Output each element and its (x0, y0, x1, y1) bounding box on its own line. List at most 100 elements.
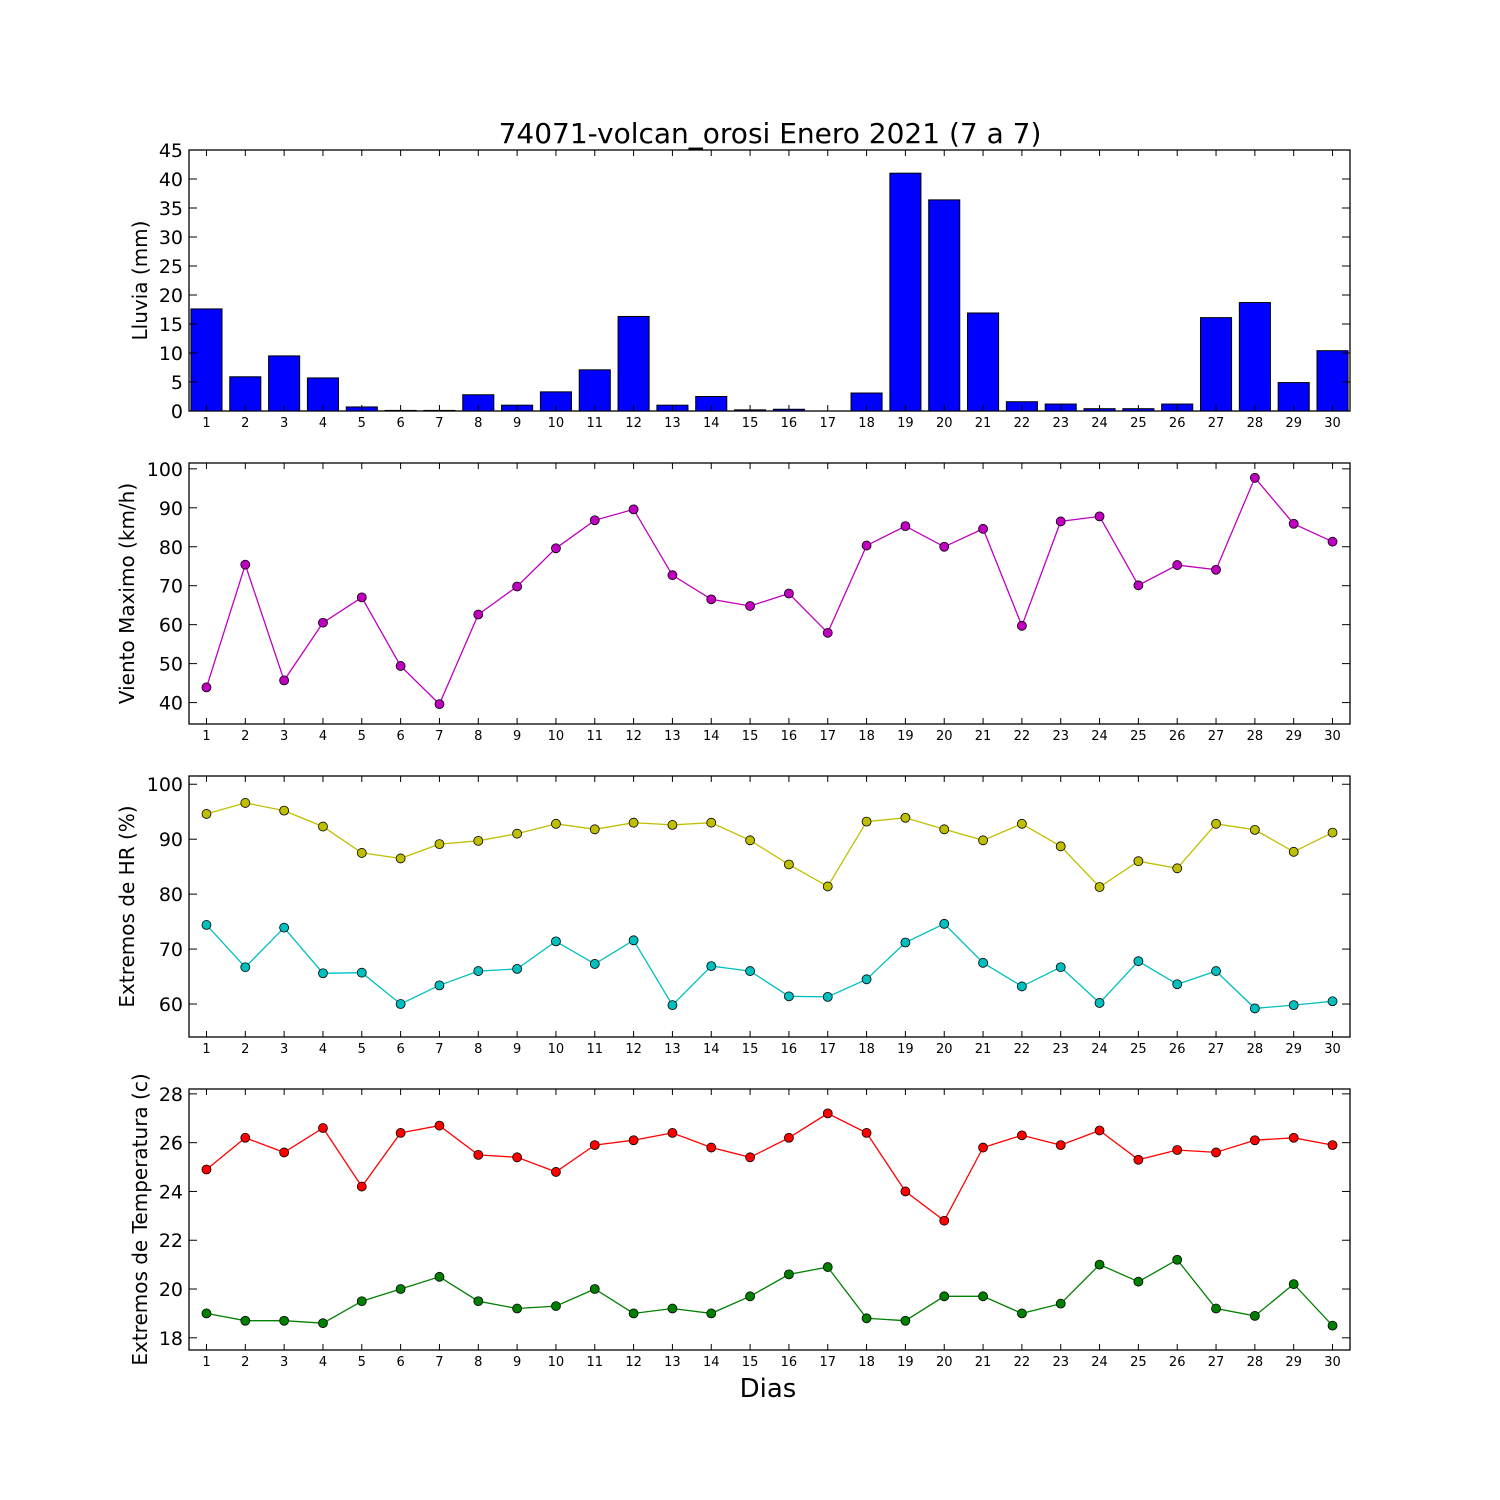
x-tick-label: 27 (1208, 1355, 1225, 1370)
rain-bar (190, 308, 223, 412)
x-tick-label: 28 (1247, 729, 1264, 744)
data-point (356, 592, 367, 603)
data-point (1055, 1140, 1066, 1151)
data-point (822, 627, 833, 638)
data-point (1133, 1154, 1144, 1165)
data-point (1133, 580, 1144, 591)
x-tick-label: 28 (1247, 416, 1264, 431)
x-tick-label: 7 (435, 1355, 443, 1370)
x-tick-label: 5 (358, 1355, 366, 1370)
data-point (667, 1303, 678, 1314)
rain-bar (967, 312, 1000, 412)
data-point (395, 999, 406, 1009)
data-point (434, 839, 445, 850)
chart-panel-4: 1 2 3 4 5 6 7 8 9 10 11 12 13 14 15 16 17 18 19 20 21 22 23 24 2… (128, 1073, 1351, 1370)
data-point (473, 609, 484, 620)
x-tick-label: 7 (435, 416, 443, 431)
chart-panel-3: 1 2 3 4 5 6 7 8 9 10 11 12 13 14 15 16 17 18 19 20 21 22 23 24 2… (115, 774, 1351, 1057)
chart-panel-2: 1 2 3 4 5 6 7 8 9 10 11 12 13 14 15 16 17 18 19 20 21 22 23 24 2… (115, 459, 1351, 744)
data-point (512, 963, 523, 974)
data-point (318, 1123, 328, 1133)
data-point (900, 1315, 911, 1326)
x-tick-label: 13 (664, 729, 681, 744)
data-point (1133, 956, 1144, 967)
data-point (279, 922, 290, 933)
x-tick-label: 30 (1324, 1355, 1341, 1370)
x-tick-label: 19 (897, 1042, 914, 1057)
chart-panels: 1 2 3 4 5 6 7 8 9 10 11 12 13 14 15 16 17 18 19 20 21 22 23 24 2… (115, 140, 1351, 1370)
x-tick-label: 9 (513, 1355, 521, 1370)
x-tick-label: 12 (625, 1042, 642, 1057)
x-tick-label: 8 (474, 416, 482, 431)
data-point (473, 966, 484, 976)
data-point (1016, 1130, 1027, 1141)
x-tick-label: 19 (897, 729, 914, 744)
data-point (551, 1167, 561, 1177)
plot-frame (188, 149, 1351, 412)
data-point (1094, 1259, 1105, 1270)
y-tick-label: 100 (147, 774, 183, 796)
x-tick-label: 15 (742, 729, 759, 744)
data-point (1249, 1003, 1260, 1014)
y-tick-label: 18 (159, 1328, 183, 1350)
x-tick-label: 16 (781, 1355, 798, 1370)
data-point (978, 1291, 988, 1302)
x-tick-label: 24 (1091, 729, 1108, 744)
data-point (1094, 1125, 1105, 1136)
data-point (1249, 1135, 1260, 1146)
data-point (706, 1142, 717, 1153)
data-point (822, 991, 833, 1002)
data-point (978, 1142, 988, 1153)
data-point (395, 1284, 406, 1294)
x-tick-label: 14 (703, 1355, 720, 1370)
data-point (900, 812, 911, 823)
data-point (784, 588, 794, 599)
data-point (1249, 1310, 1260, 1321)
x-tick-label: 13 (664, 1355, 681, 1370)
x-tick-label: 5 (358, 729, 366, 744)
y-tick-label: 22 (159, 1230, 183, 1252)
x-tick-label: 4 (319, 1042, 327, 1057)
x-tick-label: 15 (742, 1355, 759, 1370)
rain-bar (928, 199, 961, 412)
data-point (240, 798, 251, 808)
rain-bar (1200, 317, 1233, 412)
data-point (589, 824, 600, 835)
data-point (512, 828, 523, 839)
rain-bar (268, 355, 301, 412)
data-point (1133, 1276, 1144, 1287)
data-point (201, 1308, 212, 1319)
x-tick-label: 6 (396, 1355, 404, 1370)
data-point (1133, 856, 1144, 867)
y-axis-label: Viento Maximo (km/h) (115, 483, 139, 704)
data-point (1249, 472, 1260, 483)
data-point (745, 1291, 755, 1302)
x-tick-label: 17 (819, 729, 836, 744)
data-point (279, 1315, 290, 1326)
x-tick-label: 12 (625, 416, 642, 431)
data-point (1327, 1320, 1338, 1331)
y-tick-label: 10 (159, 343, 183, 365)
x-tick-label: 18 (858, 1042, 875, 1057)
x-tick-label: 9 (513, 416, 521, 431)
x-tick-label: 25 (1130, 416, 1147, 431)
y-tick-label: 15 (159, 314, 183, 336)
data-point (706, 1308, 717, 1319)
data-point (589, 515, 600, 526)
x-tick-label: 1 (202, 416, 210, 431)
data-point (201, 920, 212, 930)
data-point (900, 521, 911, 532)
x-tick-label: 14 (703, 729, 720, 744)
y-tick-label: 20 (159, 285, 183, 307)
figure-title: 74071-volcan_orosi Enero 2021 (7 a 7) (499, 117, 1042, 150)
x-tick-label: 9 (513, 1042, 521, 1057)
data-point (551, 936, 561, 947)
data-point (1016, 981, 1027, 992)
x-tick-label: 22 (1014, 729, 1031, 744)
x-tick-label: 20 (936, 1042, 953, 1057)
x-tick-label: 4 (319, 729, 327, 744)
data-point (201, 682, 212, 693)
data-point (356, 848, 367, 858)
x-tick-label: 3 (280, 1042, 288, 1057)
data-point (900, 937, 911, 948)
